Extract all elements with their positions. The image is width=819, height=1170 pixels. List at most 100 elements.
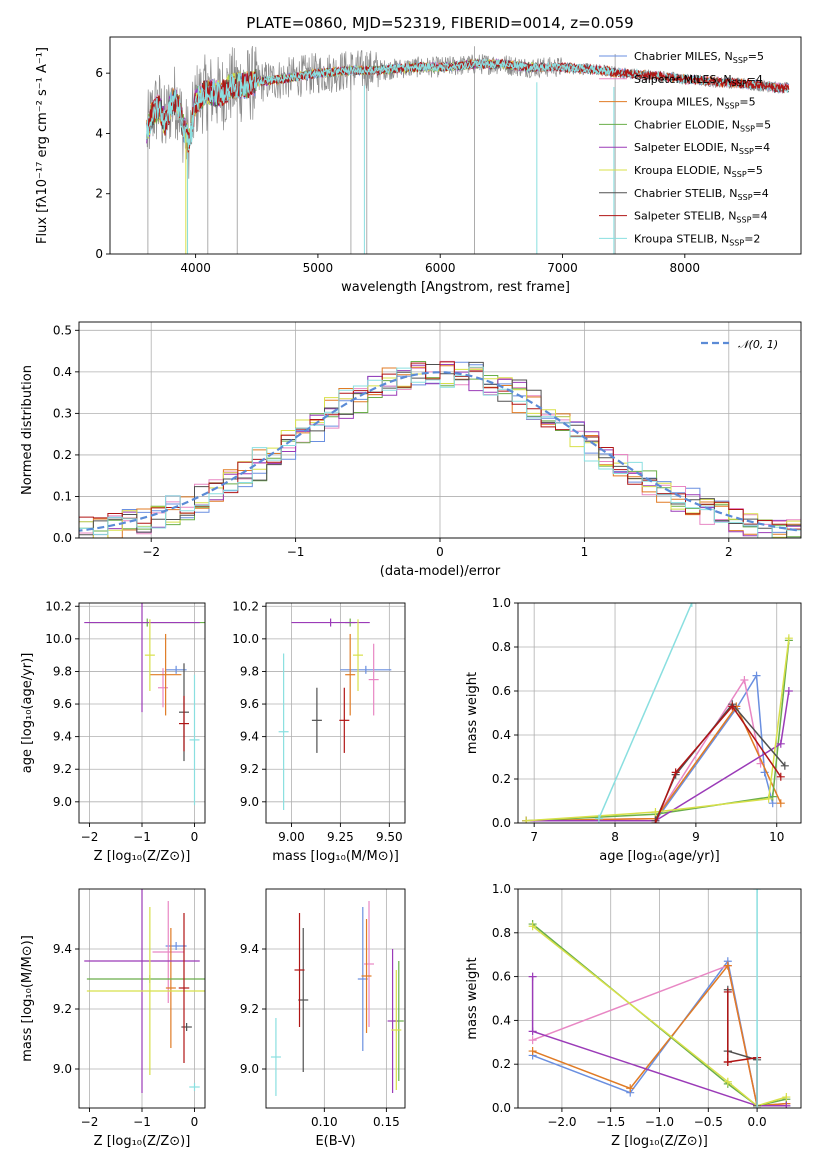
plot-area-mass-vs-Z [84,889,205,1093]
weight-marker [528,1036,537,1045]
plot-area-spectrum [146,45,790,254]
weight-series-chabrier-stelib [723,985,762,1108]
axes-mass-vs-EBV: 0.10 0.15 9.0 9.2 9.4 E(B-V) [240,888,406,1149]
legend-label-sub: SSP [732,170,747,179]
x-axis-label: wavelength [Angstrom, rest frame] [341,280,570,295]
errorbar-salpeter-stelib [339,687,350,753]
x-tick-label: −2 [81,830,99,844]
plot-area-weight-vs-age [522,603,793,823]
weight-series-salpeter-stelib [651,702,785,823]
axes-spectrum: 4000 5000 6000 7000 8000 0 2 4 6 wavelength [Angs… [35,36,802,295]
x-tick-label: 8 [611,830,619,844]
axes-residuals: −2 −1 0 1 2 0.0 0.1 0.2 0.3 0.4 0.5 (data-model)/er… [20,321,802,579]
y-tick-label: 0.4 [53,365,72,379]
weight-marker [753,889,762,893]
errorbar-kroupa-stelib [278,653,289,810]
weight-marker [528,1047,537,1056]
weight-marker [723,1058,732,1067]
errorbar-kroupa-elodie [144,619,155,691]
errorbar-chabrier-stelib [181,1023,192,1031]
weight-marker [752,671,761,680]
y-tick-label: 9.0 [53,795,72,809]
errorbar-kroupa-miles [165,928,176,1048]
weight-line [654,705,782,823]
errorbar-salpeter-miles [364,901,375,1027]
model-spectrum-front-salpeter-stelib [146,59,790,149]
legend-label-sub: SSP [736,216,751,225]
weight-marker [776,799,785,808]
errorbar-kroupa-elodie [353,619,364,691]
legend-label-suffix: =5 [748,50,764,63]
axes-frame [265,602,406,824]
weight-marker [723,987,732,996]
y-tick-label: 9.0 [53,1062,72,1076]
y-tick-label: 10.0 [45,632,72,646]
histogram-kroupa-stelib [79,366,801,538]
weight-marker [740,676,749,684]
y-tick-label: 9.2 [53,762,72,776]
x-tick-label: 2 [725,545,733,559]
weight-marker [651,819,660,823]
x-axis-label: Z [log₁₀(Z/Z⊙)] [94,1134,191,1149]
x-tick-label: −0.5 [694,1115,723,1129]
y-axis-label: mass weight [465,672,480,754]
y-tick-label: 0.4 [492,1013,511,1027]
weight-marker [764,794,773,803]
weight-marker [776,739,785,748]
errorbar-kroupa-elodie [86,907,205,1075]
weight-marker [671,768,680,777]
errorbar-kroupa-miles [345,633,356,716]
figure-title: PLATE=0860, MJD=52319, FIBERID=0014, z=0… [246,14,633,32]
axes-frame [78,602,206,824]
y-axis-label: mass [log₁₀(M/M⊙)] [20,935,35,1062]
legend-label-normal: 𝒩(0, 1) [738,338,778,351]
axes-frame [78,321,802,539]
x-axis-label: E(B-V) [315,1134,355,1149]
y-axis-label: Flux [fλ10⁻¹⁷ erg cm⁻² s⁻¹ A⁻¹] [35,47,50,244]
y-tick-label: 0.0 [492,1101,511,1115]
y-tick-label: 0.8 [492,640,511,654]
y-tick-label: 2 [95,187,103,201]
x-tick-label: −2.0 [547,1115,576,1129]
y-tick-label: 0.0 [492,816,511,830]
x-tick-label: 6000 [425,261,456,275]
legend-label-suffix: =4 [751,210,767,223]
legend-label-sub: SSP [729,238,744,247]
legend-label-suffix: =5 [747,164,763,177]
axes-frame [265,888,406,1109]
spectrum-legend: Chabrier MILES, NSSP=5 Salpeter MILES, N S… [599,50,771,247]
x-tick-label: 0.10 [311,1115,338,1129]
weight-marker [782,1093,791,1102]
weight-line [526,638,790,822]
axes-age-vs-mass: 9.00 9.25 9.50 9.0 9.2 9.4 9.6 9.8 10.0 10.2 mass … [232,599,406,864]
x-tick-label: 9 [692,830,700,844]
errorbar-salpeter-elodie [84,603,200,713]
x-tick-label: 0 [436,545,444,559]
x-tick-label: −1 [133,1115,151,1129]
weight-marker [651,808,660,816]
weight-marker [776,772,785,781]
legend-label-name: Salpeter MILES, N [634,73,732,86]
weight-line [526,704,782,822]
plot-area-mass-vs-EBV [270,901,404,1096]
y-tick-label: 9.4 [53,942,72,956]
legend-label-name: Kroupa MILES, N [634,96,724,109]
x-tick-label: 0 [191,1115,199,1129]
y-tick-label: 9.4 [240,730,259,744]
x-tick-label: 0 [191,830,199,844]
legend-label-sub: SSP [724,102,739,111]
weight-marker [522,816,531,823]
y-tick-label: 10.0 [232,632,259,646]
x-tick-label: 9.25 [327,830,354,844]
x-axis-label: Z [log₁₀(Z/Z⊙)] [94,849,191,864]
legend-label-chabrier-miles: Chabrier MILES, NSSP=5 [634,50,764,65]
x-tick-label: 9.50 [376,830,403,844]
weight-line [531,976,787,1107]
plot-area-weight-vs-Z [528,889,791,1108]
axes-frame [109,36,802,255]
axes-weight-vs-age: 7 8 9 10 0.0 0.2 0.4 0.6 0.8 1.0 age [log₁₀(age/yr… [465,596,802,864]
y-tick-label: 0 [95,247,103,261]
legend-label-name: Chabrier ELODIE, N [634,118,740,131]
errorbar-kroupa-stelib [189,674,200,806]
axes-frame [517,602,802,824]
